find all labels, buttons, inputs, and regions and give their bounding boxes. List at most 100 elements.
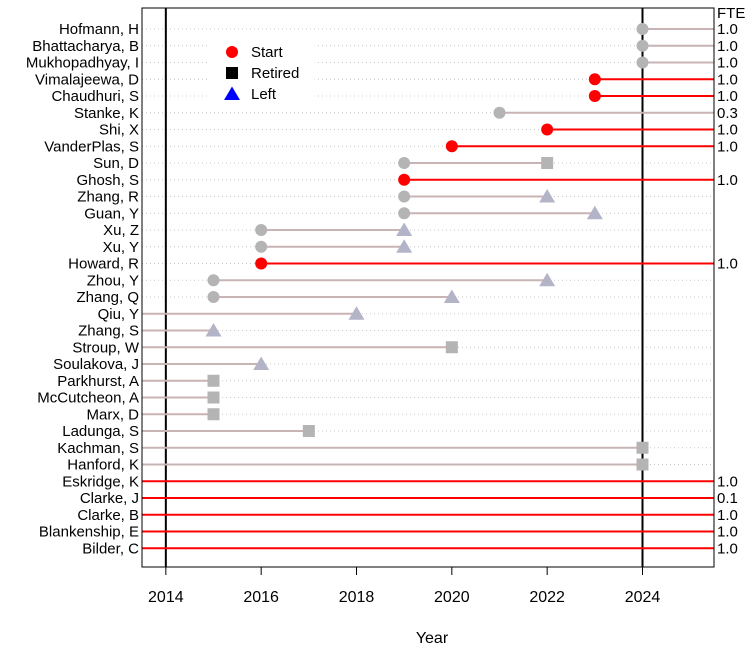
person-label: Zhou, Y xyxy=(87,272,139,289)
retired-marker xyxy=(302,425,315,437)
x-axis: 2014 2016 2018 2020 2022 2024 xyxy=(148,567,660,606)
person-label: Bhattacharya, B xyxy=(32,38,139,55)
start-marker xyxy=(398,173,411,186)
person-label: Ladunga, S xyxy=(62,423,139,440)
person-label: Marx, D xyxy=(87,406,140,423)
x-axis-label: Year xyxy=(416,630,449,647)
start-marker xyxy=(588,73,601,86)
left-marker xyxy=(539,189,556,203)
x-tick-label: 2020 xyxy=(434,589,470,606)
left-marker xyxy=(586,205,603,220)
x-tick-label: 2024 xyxy=(625,589,661,606)
start-marker xyxy=(636,56,649,69)
legend-label: Retired xyxy=(251,65,299,82)
left-marker xyxy=(348,306,365,320)
retired-marker xyxy=(445,341,458,354)
fte-value: 1.0 xyxy=(717,88,738,105)
start-marker xyxy=(255,224,268,236)
start-marker xyxy=(445,140,458,153)
fte-value: 1.0 xyxy=(717,473,738,490)
start-marker xyxy=(636,23,649,35)
fte-value: 1.0 xyxy=(717,507,738,524)
fte-value: 1.0 xyxy=(717,55,738,72)
left-marker xyxy=(443,289,460,303)
person-label: Chaudhuri, S xyxy=(51,88,139,105)
start-marker xyxy=(636,39,649,52)
person-label: Hanford, K xyxy=(67,457,139,474)
person-label: Qiu, Y xyxy=(98,306,139,323)
retired-marker xyxy=(636,441,649,454)
person-label: Vimalajeewa, D xyxy=(35,71,139,88)
legend-start-icon xyxy=(226,46,238,58)
start-marker xyxy=(493,106,506,119)
plot-frame xyxy=(141,7,715,568)
person-label: Clarke, J xyxy=(80,490,139,507)
fte-value: 1.0 xyxy=(717,172,738,189)
legend-label: Start xyxy=(251,44,284,61)
person-label: Ghosh, S xyxy=(76,172,139,189)
person-label: Howard, R xyxy=(68,256,139,273)
person-label: Bilder, C xyxy=(82,540,139,557)
start-marker xyxy=(255,257,268,270)
person-label: Zhang, R xyxy=(77,189,139,206)
fte-value: 1.0 xyxy=(717,21,738,38)
start-marker xyxy=(207,274,220,287)
person-label: Eskridge, K xyxy=(62,473,139,490)
legend: Start Retired Left xyxy=(209,35,315,107)
fte-value: 1.0 xyxy=(717,256,738,273)
person-label: McCutcheon, A xyxy=(37,390,139,407)
fte-value: 1.0 xyxy=(717,540,738,557)
person-label: Soulakova, J xyxy=(53,356,139,373)
start-marker xyxy=(398,207,411,220)
start-marker xyxy=(588,90,601,102)
retired-marker xyxy=(207,391,220,404)
retired-marker xyxy=(207,408,220,421)
start-marker xyxy=(207,291,220,303)
grid-lines xyxy=(142,28,714,549)
left-marker xyxy=(253,356,270,370)
start-marker xyxy=(255,240,268,253)
person-label: Parkhurst, A xyxy=(57,373,139,390)
person-label: Clarke, B xyxy=(77,507,139,524)
person-label: Stanke, K xyxy=(74,105,139,122)
x-tick-label: 2018 xyxy=(339,589,375,606)
retired-marker xyxy=(541,157,554,169)
person-label: VanderPlas, S xyxy=(44,138,139,155)
tenure-lines xyxy=(142,28,714,550)
start-marker xyxy=(541,123,554,136)
fte-value: 1.0 xyxy=(717,524,738,541)
left-marker xyxy=(396,239,413,253)
person-label: Mukhopadhyay, I xyxy=(26,55,139,72)
person-label: Blankenship, E xyxy=(39,524,139,541)
person-label: Shi, X xyxy=(99,122,139,139)
start-marker xyxy=(398,157,411,169)
left-marker xyxy=(205,323,222,337)
retired-marker xyxy=(636,458,649,471)
person-label: Xu, Y xyxy=(103,239,139,256)
person-label: Stroup, W xyxy=(72,339,140,356)
reference-lines xyxy=(164,8,644,567)
start-marker xyxy=(398,190,411,203)
fte-values: 1.01.01.01.01.00.31.01.01.01.01.00.11.01… xyxy=(717,21,738,557)
person-label: Kachman, S xyxy=(57,440,139,457)
person-label: Hofmann, H xyxy=(59,21,139,38)
legend-retired-icon xyxy=(226,67,238,79)
fte-value: 1.0 xyxy=(717,122,738,139)
left-marker xyxy=(396,222,413,236)
person-label: Zhang, Q xyxy=(76,289,139,306)
x-tick-label: 2014 xyxy=(148,589,184,606)
person-label: Guan, Y xyxy=(84,205,139,222)
fte-value: 0.1 xyxy=(717,490,738,507)
person-label: Xu, Z xyxy=(103,222,139,239)
fte-header: FTE xyxy=(717,5,745,22)
fte-value: 1.0 xyxy=(717,71,738,88)
legend-label: Left xyxy=(251,86,277,103)
fte-value: 1.0 xyxy=(717,38,738,55)
legend-left-icon xyxy=(224,86,240,100)
x-tick-label: 2022 xyxy=(529,589,565,606)
person-label: Sun, D xyxy=(93,155,139,172)
x-tick-label: 2016 xyxy=(243,589,279,606)
tenure-markers xyxy=(205,23,649,471)
